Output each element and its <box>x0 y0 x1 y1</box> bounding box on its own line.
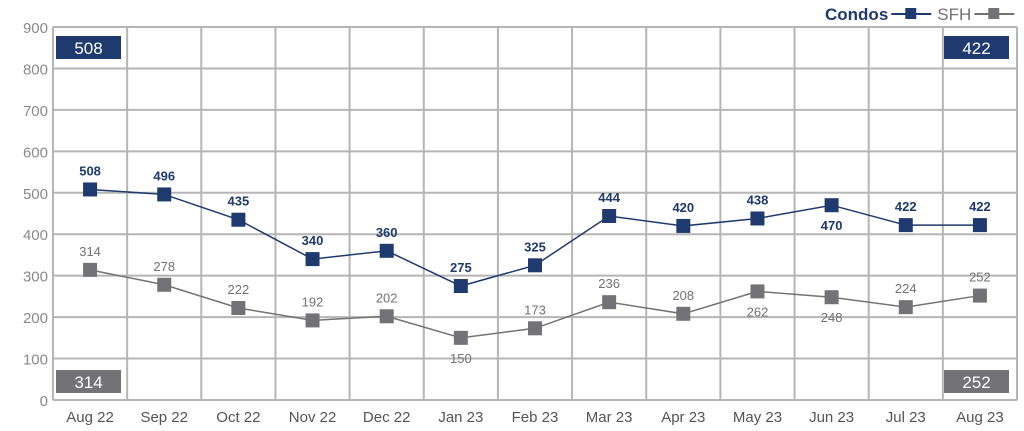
y-tick-label: 100 <box>23 352 48 369</box>
data-point-condos <box>602 208 617 223</box>
data-point-condos <box>453 279 468 294</box>
data-point-sfh <box>528 321 542 336</box>
y-tick-label: 600 <box>23 144 48 161</box>
data-label-condos: 435 <box>228 194 250 209</box>
callout-sfh-start-box <box>56 370 121 393</box>
data-point-condos <box>750 211 765 226</box>
data-point-condos <box>231 212 246 227</box>
data-label-condos: 420 <box>672 200 694 215</box>
data-label-sfh: 222 <box>228 282 250 297</box>
x-tick-label: Mar 23 <box>586 409 633 426</box>
x-tick-label: Feb 23 <box>512 409 559 426</box>
data-label-sfh: 202 <box>376 290 398 305</box>
data-label-sfh: 262 <box>747 304 769 319</box>
x-tick-label: Jun 23 <box>809 409 854 426</box>
data-label-sfh: 173 <box>524 302 546 317</box>
data-point-condos <box>157 187 172 202</box>
x-tick-label: Apr 23 <box>661 409 705 426</box>
callout-condos-end-box <box>944 36 1009 59</box>
data-point-sfh <box>898 300 913 315</box>
x-tick-label: Nov 22 <box>289 409 337 426</box>
data-point-condos <box>972 218 987 233</box>
data-point-condos <box>379 243 394 258</box>
x-tick-label: Jan 23 <box>438 409 483 426</box>
y-tick-label: 800 <box>23 61 48 78</box>
data-point-sfh <box>379 309 394 324</box>
data-point-sfh <box>602 295 617 310</box>
data-point-sfh <box>453 330 468 345</box>
data-label-condos: 340 <box>302 233 324 248</box>
data-label-condos: 360 <box>376 225 398 240</box>
data-label-condos: 470 <box>821 218 843 233</box>
data-label-sfh: 224 <box>895 281 917 296</box>
callout-sfh-end: 252 <box>962 373 990 392</box>
y-tick-label: 200 <box>23 310 48 327</box>
data-point-sfh <box>676 306 691 321</box>
x-tick-label: Sep 22 <box>140 409 188 426</box>
legend-label-condos: Condos <box>825 5 888 24</box>
callout-condos-start-box <box>56 36 121 59</box>
y-tick-label: 300 <box>23 269 48 286</box>
x-tick-label: Dec 22 <box>363 409 411 426</box>
data-label-condos: 444 <box>598 190 620 205</box>
data-point-condos <box>824 198 839 213</box>
data-label-sfh: 150 <box>450 351 472 366</box>
data-label-condos: 508 <box>79 163 101 178</box>
data-label-condos: 325 <box>524 239 546 254</box>
data-label-sfh: 236 <box>598 276 620 291</box>
legend-marker-condos <box>905 8 917 19</box>
callout-sfh-start: 314 <box>74 373 102 392</box>
data-label-condos: 438 <box>747 192 769 207</box>
legend-label-sfh: SFH <box>937 5 971 24</box>
data-point-sfh <box>157 277 172 292</box>
data-label-sfh: 248 <box>821 310 843 325</box>
callout-sfh-end-box <box>944 370 1009 393</box>
data-point-sfh <box>305 313 320 328</box>
data-label-condos: 422 <box>895 199 917 214</box>
data-label-sfh: 192 <box>302 294 324 309</box>
y-tick-label: 400 <box>23 227 48 244</box>
legend-marker-sfh <box>988 8 1000 19</box>
data-label-condos: 496 <box>153 168 175 183</box>
callout-condos-start: 508 <box>74 39 102 58</box>
data-point-condos <box>528 258 542 273</box>
y-tick-label: 700 <box>23 103 48 120</box>
data-point-condos <box>898 218 913 233</box>
data-point-condos <box>305 252 320 267</box>
data-point-sfh <box>824 290 839 305</box>
data-point-sfh <box>83 262 98 277</box>
y-tick-label: 0 <box>40 393 48 410</box>
y-tick-label: 500 <box>23 186 48 203</box>
x-tick-label: Aug 23 <box>956 409 1004 426</box>
y-tick-label: 900 <box>23 20 48 37</box>
x-tick-label: Jul 23 <box>886 409 926 426</box>
callout-condos-end: 422 <box>962 39 990 58</box>
x-tick-label: May 23 <box>733 409 782 426</box>
data-point-sfh <box>750 284 765 299</box>
data-point-sfh <box>231 300 246 315</box>
data-label-sfh: 314 <box>79 244 101 259</box>
data-label-condos: 275 <box>450 260 472 275</box>
x-tick-label: Aug 22 <box>66 409 114 426</box>
data-point-sfh <box>972 288 987 303</box>
data-label-condos: 422 <box>969 199 991 214</box>
x-tick-label: Oct 22 <box>216 409 260 426</box>
data-label-sfh: 252 <box>969 270 991 285</box>
data-point-condos <box>676 218 691 233</box>
data-label-sfh: 278 <box>153 259 175 274</box>
data-point-condos <box>83 182 98 197</box>
data-label-sfh: 208 <box>672 288 694 303</box>
